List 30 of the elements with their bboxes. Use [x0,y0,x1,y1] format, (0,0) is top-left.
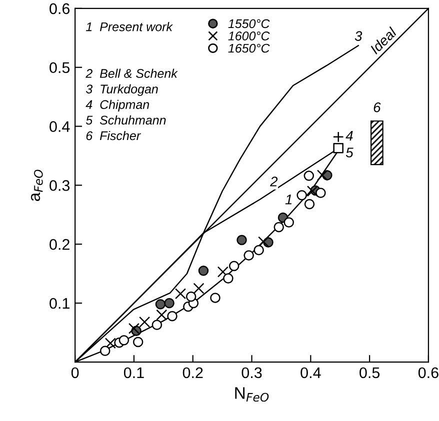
annotation: 3 Turkdogan [86,84,158,96]
legend-label: 1650°C [228,44,270,53]
legend-label: 1550°C [228,19,270,28]
series-label: 1 [285,194,292,204]
y-tick-label: 0.4 [50,121,70,132]
annotation: 2 Bell & Schenk [86,68,178,78]
series-label: 6 [374,102,381,112]
series-label: 5 [346,148,354,158]
annotation: 6 Fischer [86,130,141,140]
x-tick-label: 0.5 [360,367,380,378]
y-tick-label: 0.1 [50,298,70,309]
x-tick-label: 0.1 [124,367,144,378]
legend-label: 1600°C [228,32,270,40]
annotation: 1 Present work [86,22,174,32]
annotation: 4 Chipman [86,100,150,112]
y-tick-label: 0.3 [50,180,70,191]
series-label: 3 [354,31,362,41]
series-label: 4 [346,130,353,140]
series-label: 2 [270,176,278,186]
annotation: 5 Schuhmann [86,115,166,125]
x-tick-label: 0.3 [242,367,262,378]
y-tick-label: 0.2 [50,239,70,250]
x-axis-title: N$_{FeO}$ [235,387,269,402]
x-tick-label: 0.2 [182,367,203,378]
x-tick-label: 0.6 [418,367,438,378]
x-tick-label: 0 [71,367,79,378]
y-tick-label: 0.5 [50,62,70,74]
x-tick-label: 0.4 [300,367,321,378]
y-tick-label: 0.6 [50,3,70,14]
y-axis-title: a$_{FeO}$ [30,170,43,202]
